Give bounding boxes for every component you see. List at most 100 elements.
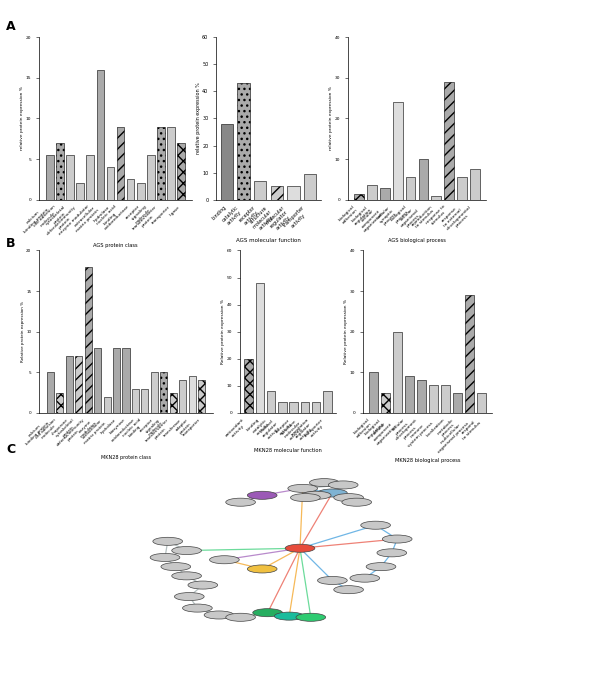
Bar — [160, 372, 167, 413]
Ellipse shape — [377, 549, 407, 557]
Bar — [289, 402, 298, 413]
X-axis label: AGS biological process: AGS biological process — [388, 238, 446, 243]
Bar — [122, 348, 130, 413]
Bar — [417, 380, 426, 413]
Ellipse shape — [175, 592, 204, 600]
Bar — [113, 348, 120, 413]
Bar — [97, 70, 104, 200]
Bar — [142, 389, 148, 413]
Bar — [441, 385, 450, 413]
Bar — [304, 174, 316, 200]
Bar — [380, 188, 389, 200]
Ellipse shape — [328, 481, 358, 489]
Bar — [107, 167, 114, 200]
Bar — [271, 186, 283, 200]
Bar — [381, 393, 390, 413]
X-axis label: MKN28 protein class: MKN28 protein class — [101, 455, 151, 460]
Ellipse shape — [382, 535, 412, 543]
Ellipse shape — [290, 494, 320, 502]
Bar — [323, 391, 332, 413]
Ellipse shape — [172, 572, 202, 580]
Bar — [104, 397, 110, 413]
Ellipse shape — [288, 484, 317, 492]
Ellipse shape — [209, 556, 239, 564]
Bar — [56, 393, 64, 413]
X-axis label: MKN28 molecular function: MKN28 molecular function — [254, 448, 322, 453]
Ellipse shape — [150, 553, 180, 561]
Bar — [117, 127, 124, 200]
X-axis label: AGS molecular function: AGS molecular function — [236, 238, 301, 243]
Ellipse shape — [310, 479, 339, 487]
Bar — [198, 380, 205, 413]
Bar — [157, 127, 165, 200]
Bar — [457, 177, 467, 200]
Bar — [367, 185, 377, 200]
Bar — [287, 186, 299, 200]
Bar — [221, 124, 233, 200]
Bar — [179, 380, 186, 413]
Bar — [85, 267, 92, 413]
Ellipse shape — [366, 563, 396, 571]
Bar — [46, 155, 53, 200]
Bar — [453, 393, 462, 413]
Ellipse shape — [153, 538, 182, 546]
Bar — [178, 143, 185, 200]
Ellipse shape — [317, 489, 347, 497]
Bar — [86, 155, 94, 200]
Bar — [47, 372, 54, 413]
Bar — [127, 179, 134, 200]
Bar — [267, 391, 275, 413]
Bar — [406, 177, 415, 200]
Ellipse shape — [226, 498, 256, 506]
Bar — [405, 376, 414, 413]
Ellipse shape — [342, 498, 371, 506]
Text: A: A — [6, 20, 16, 33]
Ellipse shape — [182, 604, 212, 612]
Bar — [429, 385, 438, 413]
Text: C: C — [6, 443, 15, 456]
Bar — [278, 402, 287, 413]
Ellipse shape — [247, 565, 277, 573]
Ellipse shape — [361, 521, 391, 529]
Bar — [465, 295, 474, 413]
Ellipse shape — [172, 546, 202, 554]
Bar — [238, 83, 250, 200]
Bar — [470, 169, 480, 200]
Ellipse shape — [350, 574, 380, 582]
Bar — [66, 155, 74, 200]
Bar — [256, 283, 264, 413]
Ellipse shape — [253, 609, 283, 617]
Y-axis label: Relative protein expression %: Relative protein expression % — [344, 299, 349, 364]
X-axis label: MKN28 biological process: MKN28 biological process — [395, 458, 460, 463]
Y-axis label: Relative protein expression %: Relative protein expression % — [21, 301, 25, 362]
Ellipse shape — [188, 581, 218, 589]
Text: B: B — [6, 237, 16, 250]
Bar — [151, 372, 158, 413]
Ellipse shape — [274, 612, 304, 620]
Bar — [76, 183, 84, 200]
Y-axis label: relative protein expression %: relative protein expression % — [20, 87, 25, 150]
Ellipse shape — [301, 492, 331, 500]
Bar — [393, 332, 402, 413]
Bar — [312, 402, 320, 413]
Bar — [170, 393, 177, 413]
Bar — [431, 196, 441, 200]
Bar — [75, 356, 82, 413]
Bar — [94, 348, 101, 413]
Bar — [56, 143, 64, 200]
Bar — [477, 393, 486, 413]
Bar — [393, 102, 403, 200]
Y-axis label: Relative protein expression %: Relative protein expression % — [221, 299, 226, 364]
Bar — [419, 159, 428, 200]
Bar — [445, 82, 454, 200]
Bar — [354, 194, 364, 200]
X-axis label: AGS protein class: AGS protein class — [93, 243, 138, 248]
Bar — [301, 402, 309, 413]
Bar — [188, 376, 196, 413]
Ellipse shape — [247, 492, 277, 500]
Ellipse shape — [334, 494, 364, 502]
Y-axis label: relative protein expression %: relative protein expression % — [196, 83, 201, 154]
Bar — [132, 389, 139, 413]
Ellipse shape — [334, 586, 364, 594]
Bar — [66, 356, 73, 413]
